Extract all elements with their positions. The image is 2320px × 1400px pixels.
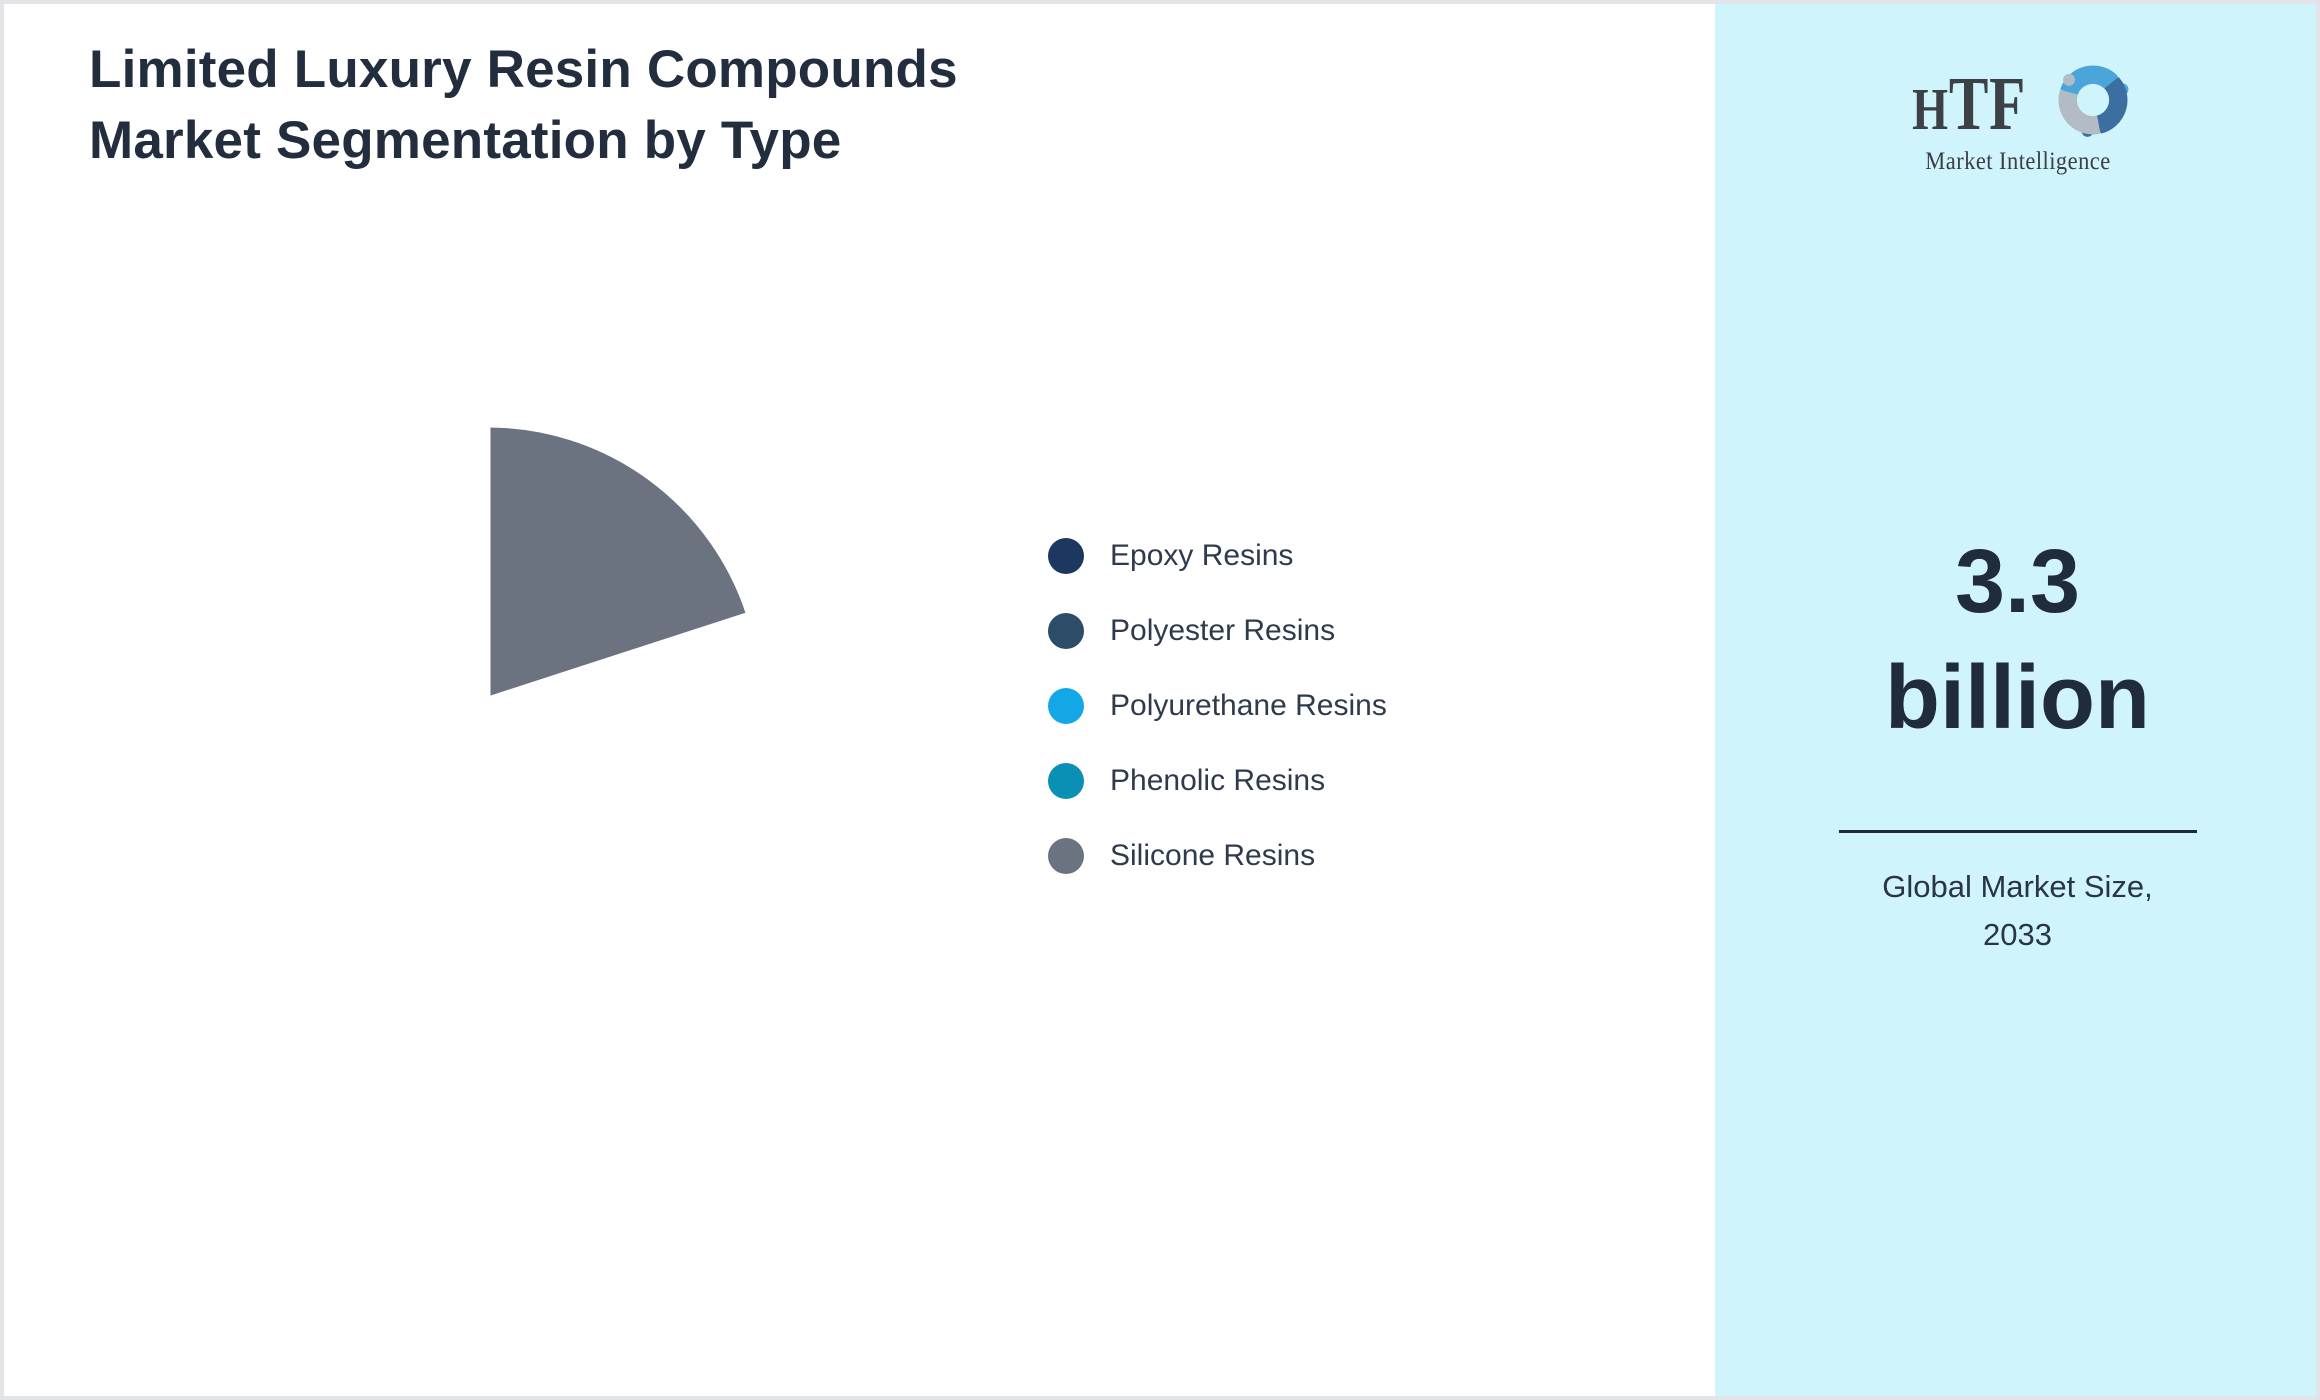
- page-title-line-2: Market Segmentation by Type: [89, 111, 842, 171]
- market-size-value: 3.3 billion: [1715, 524, 2316, 756]
- sidebar: HTF Market Intelligence: [1715, 4, 2316, 1396]
- legend-item: Phenolic Resins: [1048, 763, 1387, 799]
- pie-chart: [485, 422, 752, 702]
- market-size-caption-line-2: 2033: [1983, 917, 2052, 953]
- market-size-unit: billion: [1885, 648, 2150, 749]
- legend-swatch-silicone: [1048, 838, 1084, 874]
- page-title-line-1: Limited Luxury Resin Compounds: [89, 40, 958, 99]
- legend-swatch-epoxy: [1048, 538, 1084, 574]
- stat-divider: [1838, 830, 2197, 834]
- legend-label-polyurethane: Polyurethane Resins: [1110, 689, 1387, 722]
- market-size-stat: 3.3 billion Global Market Size, 2033: [1715, 524, 2316, 959]
- htf-logo-wordmark: HTF: [1912, 62, 2027, 146]
- legend-label-epoxy: Epoxy Resins: [1110, 539, 1294, 572]
- htf-dolphins-icon: [2058, 65, 2129, 137]
- legend-swatch-polyurethane: [1048, 688, 1084, 724]
- legend-item: Epoxy Resins: [1048, 538, 1387, 574]
- htf-logo: HTF Market Intelligence: [1715, 62, 2316, 176]
- market-size-number: 3.3: [1954, 532, 2081, 632]
- legend-item: Polyester Resins: [1048, 613, 1387, 649]
- page-title: Limited Luxury Resin Compounds Market Se…: [89, 34, 958, 176]
- legend: Epoxy Resins Polyester Resins Polyuretha…: [1048, 538, 1387, 913]
- legend-label-phenolic: Phenolic Resins: [1110, 764, 1326, 797]
- legend-item: Polyurethane Resins: [1048, 688, 1387, 724]
- legend-swatch-phenolic: [1048, 763, 1084, 799]
- htf-logo-tagline: Market Intelligence: [1924, 148, 2111, 175]
- legend-swatch-polyester: [1048, 613, 1084, 649]
- market-size-caption-line-1: Global Market Size,: [1882, 869, 2153, 905]
- legend-label-polyester: Polyester Resins: [1110, 614, 1336, 647]
- market-size-caption: Global Market Size, 2033: [1715, 863, 2316, 959]
- legend-item: Silicone Resins: [1048, 838, 1387, 874]
- pie-slice-silicone-resins: [485, 422, 752, 702]
- htf-logo-row: HTF: [1896, 62, 2138, 146]
- chart-section: Limited Luxury Resin Compounds Market Se…: [4, 4, 1715, 1396]
- legend-label-silicone: Silicone Resins: [1110, 839, 1316, 872]
